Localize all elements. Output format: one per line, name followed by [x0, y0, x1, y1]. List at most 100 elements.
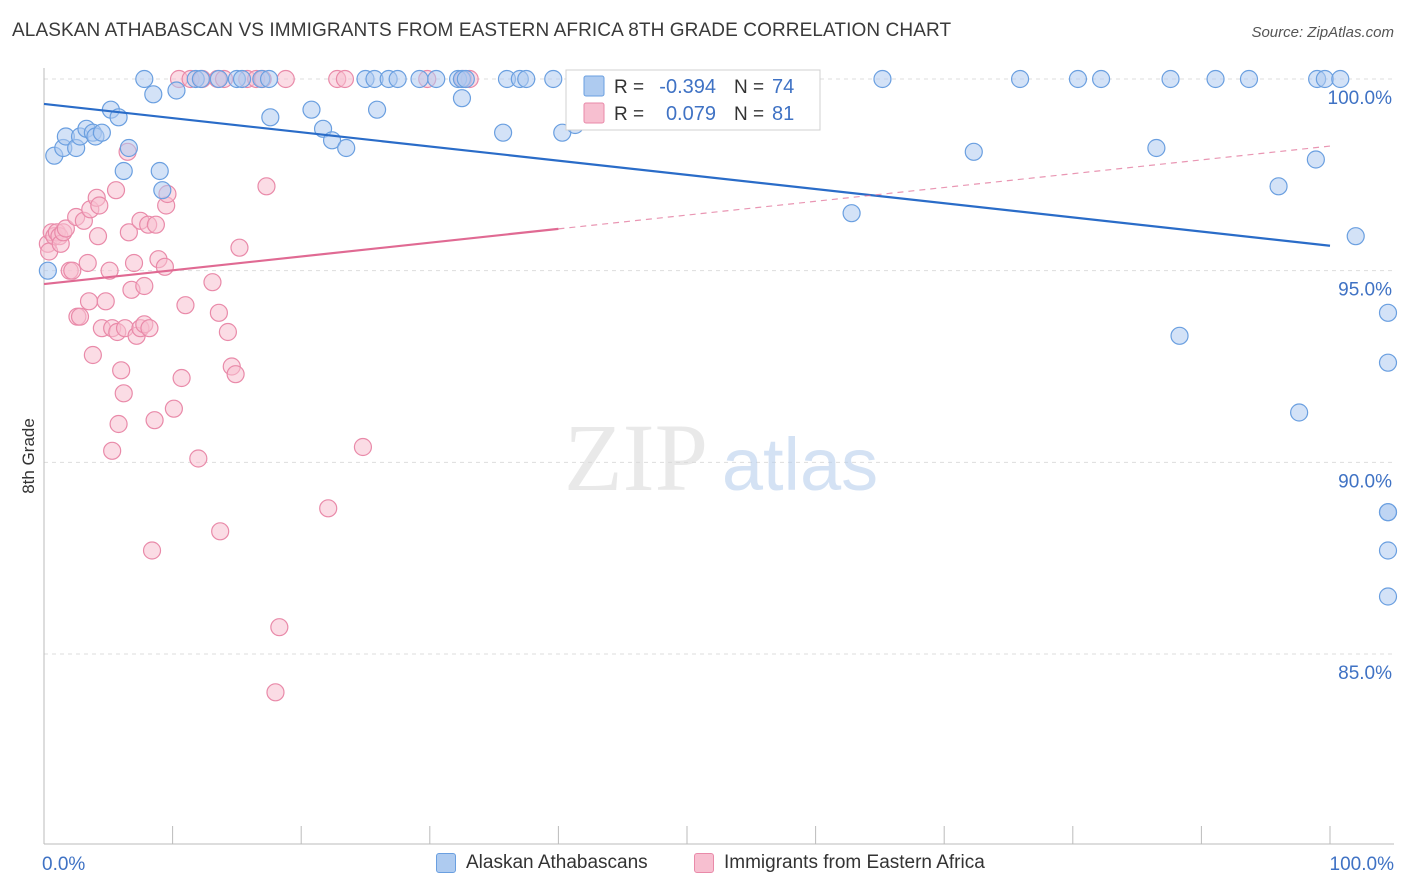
- point-blue-40: [456, 69, 475, 89]
- point-blue-18: [167, 81, 186, 100]
- point-pink-43: [140, 319, 159, 338]
- point-pink-15: [78, 253, 97, 273]
- point-blue-67: [1306, 150, 1325, 169]
- point-blue-78: [1378, 587, 1398, 606]
- point-blue-36: [410, 69, 429, 89]
- point-blue-26: [261, 108, 280, 127]
- point-blue-61: [1147, 138, 1166, 158]
- y-tick-label-0: 100.0%: [1328, 88, 1393, 109]
- point-pink-26: [103, 441, 122, 460]
- point-pink-80: [176, 296, 195, 315]
- x-tick-label-1: 100.0%: [1330, 854, 1395, 875]
- point-pink-69: [266, 683, 285, 702]
- point-pink-30: [112, 361, 131, 380]
- legend-swatch-pink: [694, 852, 714, 873]
- point-blue-15: [144, 85, 163, 104]
- point-pink-13: [70, 307, 90, 326]
- point-blue-35: [388, 69, 407, 89]
- point-blue-9: [92, 123, 111, 142]
- point-pink-24: [100, 261, 119, 280]
- stats-n-label-1: N =: [734, 77, 764, 98]
- point-pink-59: [211, 522, 230, 541]
- trend-line-pink-dashed: [558, 145, 1331, 230]
- series-immigrants-points: [38, 69, 479, 702]
- stats-r-label-1: R =: [614, 77, 644, 98]
- point-blue-58: [1010, 69, 1030, 89]
- point-pink-23: [96, 292, 115, 311]
- point-blue-21: [209, 69, 228, 89]
- point-pink-70: [270, 618, 289, 637]
- y-tick-labels: 100.0% 95.0% 90.0% 85.0%: [1328, 88, 1393, 684]
- point-blue-45: [517, 69, 536, 89]
- point-pink-29: [109, 414, 128, 434]
- point-pink-45: [145, 411, 164, 430]
- point-pink-51: [164, 399, 183, 418]
- legend-label-athabascans: Alaskan Athabascans: [466, 852, 648, 873]
- point-blue-23: [232, 69, 252, 89]
- source-label: Source: ZipAtlas.com: [1251, 24, 1394, 41]
- x-tick-labels: 0.0% 100.0%: [42, 854, 1394, 875]
- point-pink-8: [56, 219, 75, 238]
- point-blue-69: [1315, 69, 1334, 89]
- point-blue-13: [119, 138, 138, 158]
- legend-swatch-blue: [436, 852, 456, 873]
- axes: [43, 68, 1394, 845]
- point-blue-74: [1378, 353, 1398, 372]
- point-pink-64: [230, 238, 249, 257]
- point-pink-16: [79, 292, 99, 311]
- stats-swatch-pink: [583, 102, 605, 124]
- y-tick-label-2: 90.0%: [1338, 471, 1392, 492]
- point-blue-42: [494, 123, 513, 142]
- point-pink-41: [135, 276, 154, 296]
- watermark: ZIP atlas: [564, 404, 878, 511]
- point-pink-53: [172, 368, 191, 388]
- stats-legend: R = -0.394 N = 74 R = 0.079 N = 81: [565, 69, 821, 131]
- point-blue-25: [259, 69, 279, 89]
- y-tick-label-3: 85.0%: [1338, 663, 1392, 684]
- point-blue-62: [1161, 69, 1180, 89]
- point-blue-65: [1239, 69, 1259, 89]
- y-tick-label-1: 95.0%: [1338, 280, 1392, 301]
- point-blue-0: [38, 261, 57, 280]
- point-blue-64: [1206, 69, 1225, 89]
- point-pink-31: [114, 384, 133, 403]
- y-axis-label: 8th Grade: [19, 418, 38, 494]
- watermark-zip: ZIP: [564, 404, 708, 511]
- stats-n-label-2: N =: [734, 104, 764, 125]
- point-pink-73: [335, 69, 355, 89]
- point-blue-63: [1170, 326, 1189, 345]
- trend-line-pink: [43, 227, 559, 286]
- point-blue-72: [1346, 227, 1365, 246]
- trend-lines: [43, 102, 1331, 286]
- point-blue-20: [191, 69, 210, 89]
- point-blue-14: [135, 69, 154, 89]
- stats-r-label-2: R =: [614, 104, 644, 125]
- point-pink-55: [189, 449, 208, 468]
- legend-item-athabascans: Alaskan Athabascans: [436, 852, 648, 874]
- point-blue-56: [873, 69, 892, 89]
- point-pink-46: [146, 215, 165, 234]
- stats-n-value-1: 74: [772, 76, 794, 98]
- series-athabascans-points: [38, 69, 1398, 606]
- point-blue-55: [842, 204, 861, 223]
- point-pink-27: [106, 181, 126, 200]
- point-pink-71: [319, 499, 338, 518]
- point-blue-16: [150, 161, 169, 181]
- point-blue-60: [1091, 69, 1111, 89]
- point-blue-71: [1290, 403, 1309, 422]
- x-tick-label-0: 0.0%: [42, 854, 85, 875]
- point-pink-63: [226, 365, 245, 384]
- grid-lines: [44, 78, 1394, 655]
- stats-r-value-1: -0.394: [659, 76, 716, 98]
- point-blue-37: [427, 69, 446, 89]
- legend-label-immigrants: Immigrants from Eastern Africa: [724, 852, 985, 873]
- point-pink-78: [276, 69, 295, 89]
- stats-n-value-2: 81: [772, 103, 794, 125]
- stats-r-value-2: 0.079: [666, 103, 716, 125]
- point-pink-68: [257, 177, 276, 196]
- point-blue-66: [1269, 177, 1288, 196]
- stats-swatch-blue: [583, 75, 605, 97]
- point-pink-36: [124, 253, 144, 273]
- watermark-atlas: atlas: [722, 423, 878, 506]
